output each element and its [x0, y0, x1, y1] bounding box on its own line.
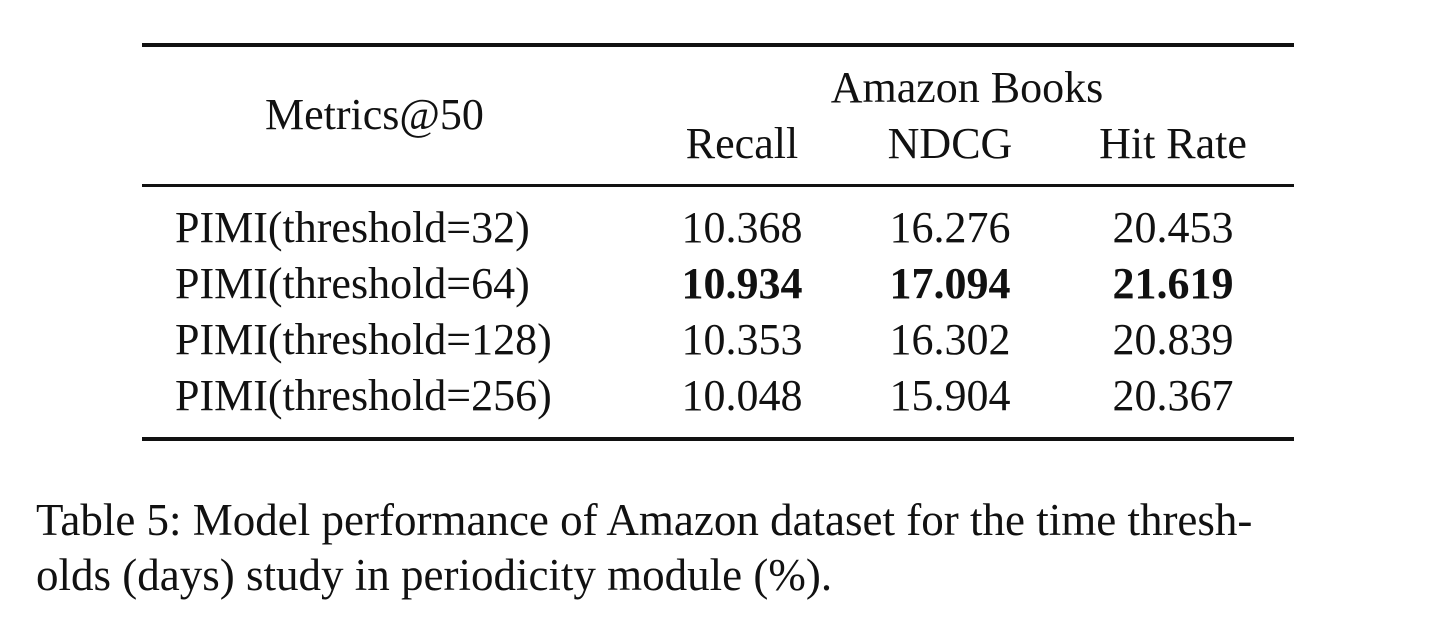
table-caption: Table 5: Model performance of Amazon dat… [36, 493, 1406, 603]
recall-value: 10.934 [681, 259, 803, 308]
hit-rate-value: 20.839 [1112, 315, 1234, 364]
caption-line: Table 5: Model performance of Amazon dat… [36, 495, 1253, 545]
row-label: PIMI(threshold=64) [175, 259, 530, 308]
top-rule [142, 43, 1294, 47]
header-rule [142, 184, 1294, 187]
corner-header: Metrics@50 [265, 90, 484, 139]
hit-rate-value: 20.367 [1112, 371, 1234, 420]
ndcg-value: 17.094 [889, 259, 1011, 308]
column-header-recall: Recall [685, 119, 799, 168]
ndcg-value: 16.302 [889, 315, 1011, 364]
column-header-ndcg: NDCG [887, 119, 1013, 168]
caption-line: olds (days) study in periodicity module … [36, 550, 833, 600]
row-label: PIMI(threshold=128) [175, 315, 552, 364]
recall-value: 10.048 [681, 371, 803, 420]
ndcg-value: 15.904 [889, 371, 1011, 420]
bottom-rule [142, 437, 1294, 441]
hit-rate-value: 20.453 [1112, 203, 1234, 252]
recall-value: 10.368 [681, 203, 803, 252]
row-label: PIMI(threshold=256) [175, 371, 552, 420]
ndcg-value: 16.276 [889, 203, 1011, 252]
column-header-hit-rate: Hit Rate [1099, 119, 1247, 168]
group-header: Amazon Books [830, 63, 1104, 112]
row-label: PIMI(threshold=32) [175, 203, 530, 252]
recall-value: 10.353 [681, 315, 803, 364]
hit-rate-value: 21.619 [1112, 259, 1234, 308]
